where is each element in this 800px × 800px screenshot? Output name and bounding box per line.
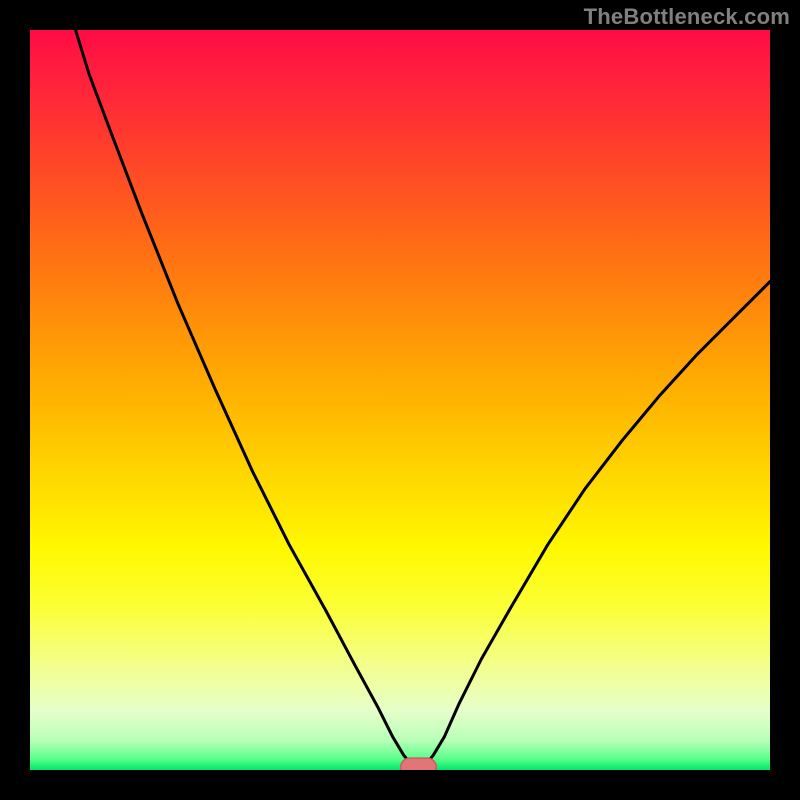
watermark-text: TheBottleneck.com: [584, 4, 790, 30]
min-marker: [401, 758, 437, 770]
plot-area: [30, 30, 770, 770]
gradient-chart: [30, 30, 770, 770]
gradient-background: [30, 30, 770, 770]
chart-frame: TheBottleneck.com: [0, 0, 800, 800]
